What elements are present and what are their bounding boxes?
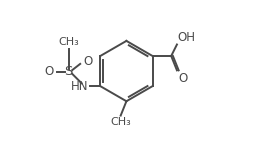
Text: S: S (64, 65, 73, 78)
Text: OH: OH (178, 31, 196, 44)
Text: HN: HN (71, 80, 88, 93)
Text: O: O (84, 55, 93, 68)
Text: O: O (178, 72, 188, 85)
Text: CH₃: CH₃ (110, 117, 131, 127)
Text: CH₃: CH₃ (58, 37, 79, 47)
Text: O: O (44, 65, 54, 78)
